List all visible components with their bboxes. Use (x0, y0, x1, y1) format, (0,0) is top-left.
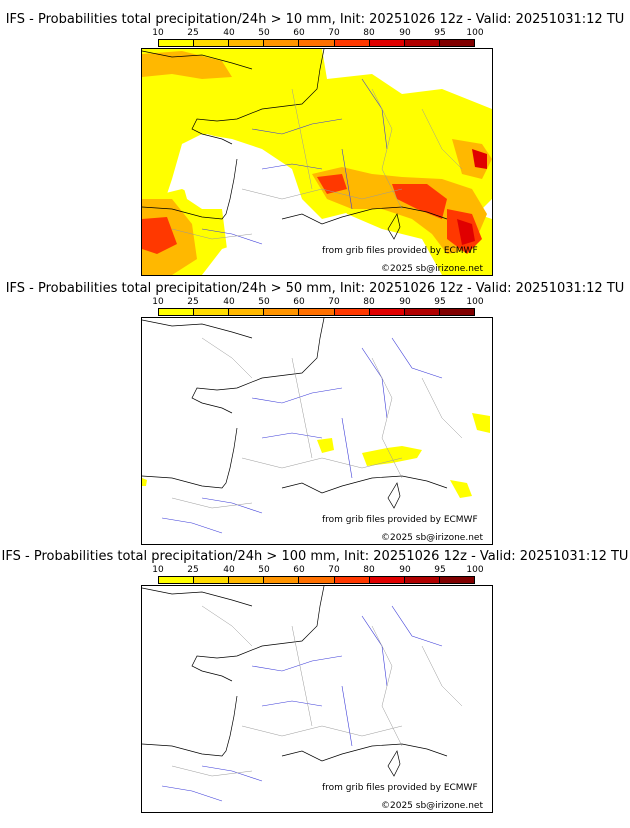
colorbar-labels: 10 25 40 50 60 70 80 90 95 100 (152, 565, 483, 575)
colorbar-swatches (158, 308, 475, 316)
colorbar-tick: 70 (328, 297, 340, 307)
panel-title: IFS - Probabilities total precipitation/… (5, 281, 625, 296)
borders (171, 88, 463, 240)
precip-map (142, 318, 490, 534)
borders (171, 337, 463, 509)
colorbar: 10 25 40 50 60 70 80 90 95 100 (152, 297, 484, 319)
precip-map (142, 49, 492, 275)
colorbar-tick: 70 (328, 565, 340, 575)
colorbar-swatch (333, 40, 369, 46)
precip-overlay (142, 49, 492, 275)
colorbar-swatches (158, 576, 475, 584)
rivers (161, 337, 443, 534)
colorbar-swatch (438, 577, 474, 583)
panel-10mm: IFS - Probabilities total precipitation/… (0, 12, 630, 280)
colorbar-tick: 80 (363, 28, 375, 38)
colorbar-tick: 95 (434, 28, 446, 38)
colorbar-swatch (159, 577, 194, 583)
colorbar-tick: 60 (293, 297, 305, 307)
colorbar-tick: 100 (466, 565, 484, 575)
colorbar-swatch (298, 309, 334, 315)
rivers (161, 605, 443, 802)
colorbar-swatch (298, 577, 334, 583)
colorbar-tick: 10 (152, 28, 164, 38)
colorbar-tick: 50 (258, 297, 270, 307)
colorbar-swatch (193, 40, 229, 46)
source-credit: from grib files provided by ECMWF (322, 783, 478, 793)
colorbar-tick: 95 (434, 565, 446, 575)
colorbar-swatches (158, 39, 475, 47)
precip-map (142, 586, 463, 802)
colorbar-tick: 90 (399, 297, 411, 307)
colorbar-swatch (368, 309, 404, 315)
colorbar-tick: 10 (152, 297, 164, 307)
borders (171, 605, 463, 777)
precip-overlay (142, 413, 490, 498)
colorbar-tick: 50 (258, 565, 270, 575)
colorbar-tick: 25 (187, 297, 199, 307)
source-credit: from grib files provided by ECMWF (322, 246, 478, 256)
coastlines (142, 49, 448, 240)
colorbar-tick: 60 (293, 565, 305, 575)
panel-title: IFS - Probabilities total precipitation/… (5, 12, 625, 27)
panel-100mm: IFS - Probabilities total precipitation/… (0, 549, 630, 817)
colorbar-swatch (228, 40, 264, 46)
colorbar-swatch (298, 40, 334, 46)
colorbar-tick: 90 (399, 565, 411, 575)
colorbar-tick: 95 (434, 297, 446, 307)
colorbar-tick: 50 (258, 28, 270, 38)
colorbar-swatch (403, 40, 439, 46)
map-frame: from grib files provided by ECMWF ©2025 … (141, 48, 493, 276)
colorbar-tick: 10 (152, 565, 164, 575)
colorbar-tick: 60 (293, 28, 305, 38)
colorbar-swatch (333, 577, 369, 583)
colorbar-swatch (193, 309, 229, 315)
colorbar-swatch (263, 40, 299, 46)
colorbar-swatch (159, 40, 194, 46)
panel-50mm: IFS - Probabilities total precipitation/… (0, 281, 630, 549)
coastlines (142, 586, 448, 777)
colorbar-swatch (438, 40, 474, 46)
colorbar-swatch (263, 309, 299, 315)
colorbar-tick: 40 (223, 28, 235, 38)
colorbar-swatch (159, 309, 194, 315)
coastlines (142, 318, 448, 509)
colorbar-swatch (333, 309, 369, 315)
colorbar-tick: 40 (223, 297, 235, 307)
colorbar-labels: 10 25 40 50 60 70 80 90 95 100 (152, 28, 483, 38)
map-frame: from grib files provided by ECMWF ©2025 … (141, 317, 493, 545)
colorbar-swatch (193, 577, 229, 583)
copyright-credit: ©2025 sb@irizone.net (381, 801, 483, 811)
colorbar-tick: 25 (187, 28, 199, 38)
colorbar-tick: 40 (223, 565, 235, 575)
colorbar-tick: 100 (466, 297, 484, 307)
colorbar: 10 25 40 50 60 70 80 90 95 100 (152, 565, 484, 587)
colorbar-swatch (438, 309, 474, 315)
colorbar-tick: 80 (363, 297, 375, 307)
colorbar-tick: 90 (399, 28, 411, 38)
colorbar-tick: 70 (328, 28, 340, 38)
colorbar-tick: 25 (187, 565, 199, 575)
colorbar-labels: 10 25 40 50 60 70 80 90 95 100 (152, 297, 483, 307)
colorbar-swatch (403, 309, 439, 315)
colorbar-swatch (263, 577, 299, 583)
source-credit: from grib files provided by ECMWF (322, 515, 478, 525)
colorbar-swatch (403, 577, 439, 583)
colorbar-tick: 80 (363, 565, 375, 575)
colorbar-tick: 100 (466, 28, 484, 38)
map-frame: from grib files provided by ECMWF ©2025 … (141, 585, 493, 813)
colorbar: 10 25 40 50 60 70 80 90 95 100 (152, 28, 484, 50)
colorbar-swatch (368, 40, 404, 46)
colorbar-swatch (368, 577, 404, 583)
colorbar-swatch (228, 309, 264, 315)
panel-title: IFS - Probabilities total precipitation/… (1, 549, 629, 564)
copyright-credit: ©2025 sb@irizone.net (381, 264, 483, 274)
colorbar-swatch (228, 577, 264, 583)
copyright-credit: ©2025 sb@irizone.net (381, 533, 483, 543)
